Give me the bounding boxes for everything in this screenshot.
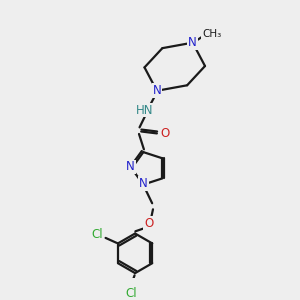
Text: N: N [126, 160, 135, 173]
Text: N: N [152, 84, 161, 97]
Text: N: N [139, 177, 148, 190]
Text: O: O [144, 217, 154, 230]
Text: N: N [188, 36, 197, 49]
Text: HN: HN [136, 103, 153, 116]
Text: Cl: Cl [91, 228, 103, 241]
Text: O: O [160, 127, 169, 140]
Text: CH₃: CH₃ [202, 29, 221, 39]
Text: Cl: Cl [125, 287, 137, 300]
